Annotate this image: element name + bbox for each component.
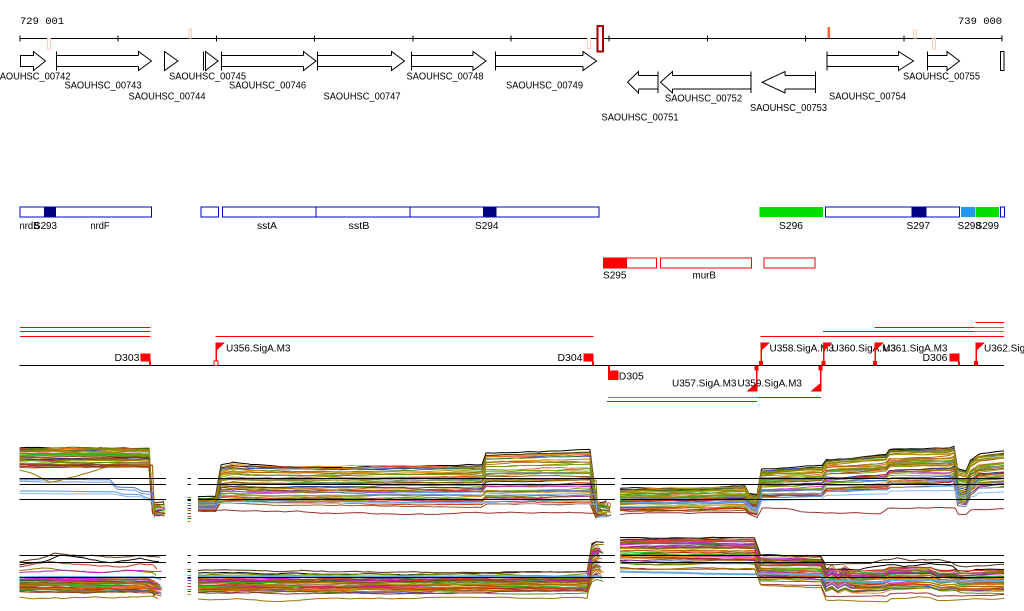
svg-text:S295: S295 [603, 271, 627, 282]
svg-text:SAOUHSC_00749: SAOUHSC_00749 [506, 81, 583, 92]
svg-text:SAOUHSC_00752: SAOUHSC_00752 [665, 93, 742, 104]
svg-text:nrdB: nrdB [20, 221, 40, 232]
svg-text:SAOUHSC_00754: SAOUHSC_00754 [829, 92, 906, 103]
svg-text:SAOUHSC_00744: SAOUHSC_00744 [129, 92, 206, 103]
svg-text:U359.SigA.M3: U359.SigA.M3 [738, 379, 803, 390]
svg-text:U362.SigA.M3: U362.SigA.M3 [984, 343, 1024, 354]
svg-text:D306: D306 [923, 353, 948, 364]
svg-text:D305: D305 [619, 371, 644, 382]
svg-text:SAOUHSC_00748: SAOUHSC_00748 [407, 72, 484, 83]
svg-text:SAOUHSC_00743: SAOUHSC_00743 [65, 81, 142, 92]
svg-text:SAOUHSC_00742: SAOUHSC_00742 [0, 72, 71, 83]
svg-text:U356.SigA.M3: U356.SigA.M3 [226, 343, 291, 354]
svg-text:murB: murB [693, 271, 717, 282]
svg-text:SAOUHSC_00747: SAOUHSC_00747 [324, 92, 401, 103]
svg-text:U357.SigA.M3: U357.SigA.M3 [672, 379, 737, 390]
svg-text:S294: S294 [475, 221, 499, 232]
svg-text:SAOUHSC_00745: SAOUHSC_00745 [169, 72, 246, 83]
svg-text:SAOUHSC_00751: SAOUHSC_00751 [602, 113, 679, 124]
svg-text:S299: S299 [976, 221, 1000, 232]
svg-text:nrdF: nrdF [91, 221, 110, 232]
svg-text:sstA: sstA [257, 221, 277, 232]
svg-text:S298: S298 [958, 221, 982, 232]
svg-text:U360.SigA.M3: U360.SigA.M3 [832, 343, 897, 354]
svg-text:739 000: 739 000 [958, 16, 1002, 28]
svg-text:S296: S296 [779, 221, 803, 232]
svg-text:U361.SigA.M3: U361.SigA.M3 [883, 343, 948, 354]
svg-text:SAOUHSC_00753: SAOUHSC_00753 [750, 103, 827, 114]
svg-text:729 001: 729 001 [20, 16, 64, 28]
svg-text:sstB: sstB [349, 221, 370, 232]
svg-text:SAOUHSC_00755: SAOUHSC_00755 [903, 72, 980, 83]
svg-text:D304: D304 [558, 353, 583, 364]
svg-text:SAOUHSC_00746: SAOUHSC_00746 [229, 81, 306, 92]
svg-text:S293: S293 [34, 221, 57, 232]
svg-text:U358.SigA.M3: U358.SigA.M3 [770, 343, 835, 354]
svg-text:D303: D303 [115, 353, 140, 364]
svg-text:S297: S297 [907, 221, 931, 232]
